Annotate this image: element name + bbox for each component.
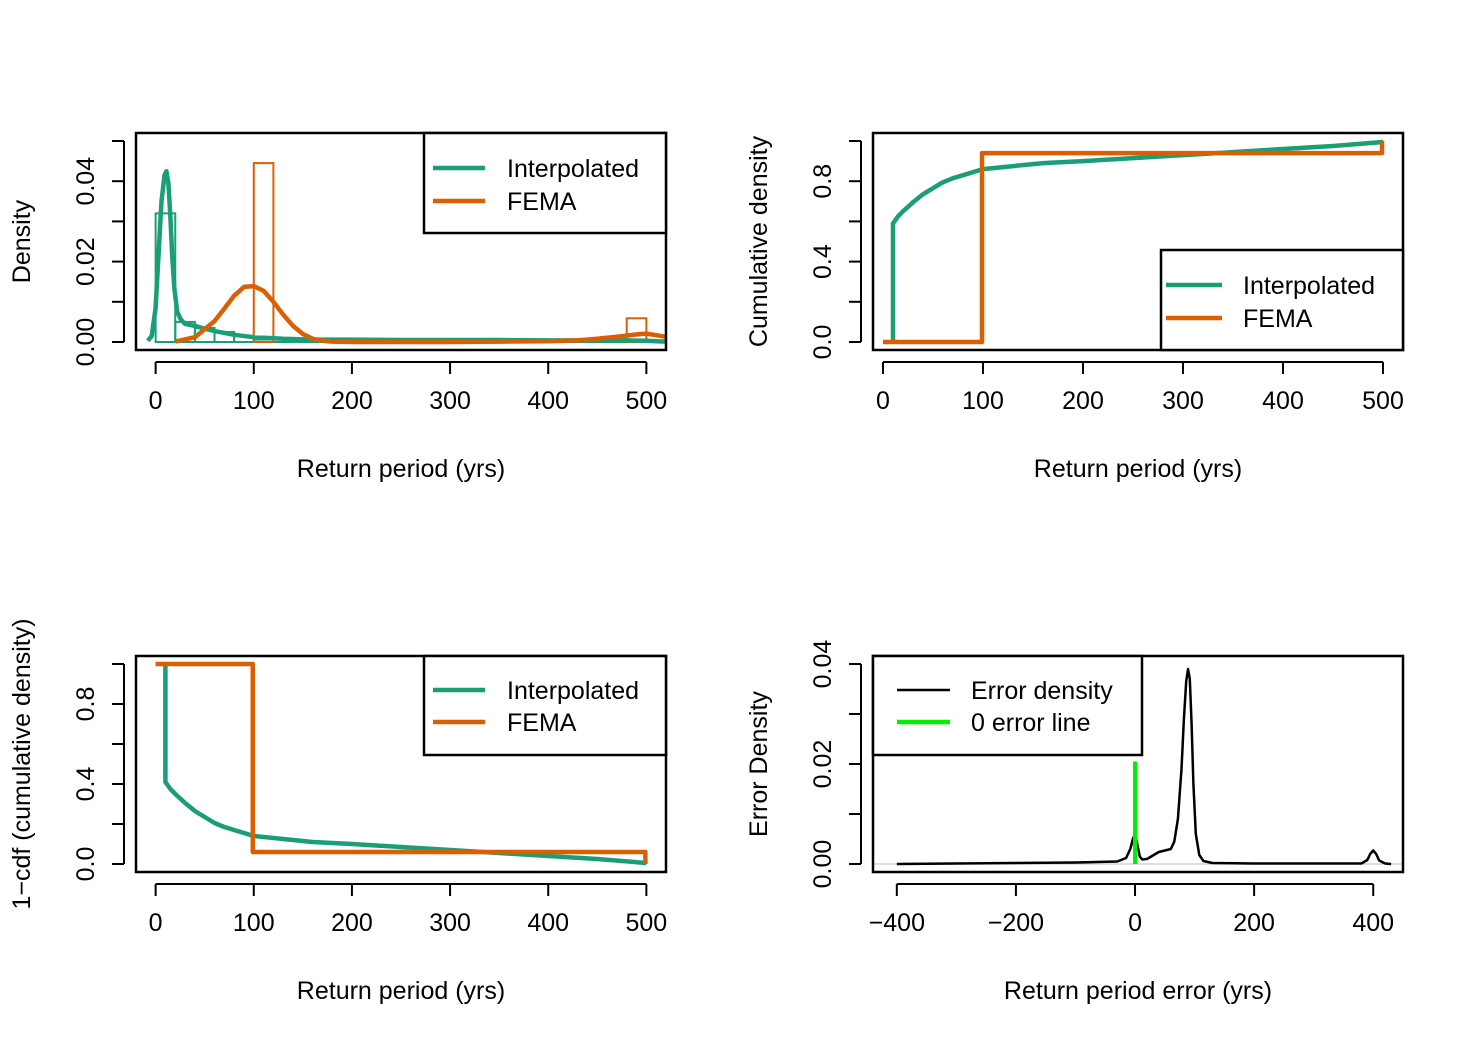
legend-box bbox=[422, 654, 668, 757]
legend-label: 0 error line bbox=[971, 709, 1091, 737]
series-line-error-density bbox=[896, 667, 1392, 866]
plot-frame bbox=[871, 131, 1405, 352]
x-tick-label: 0 bbox=[149, 387, 163, 415]
x-tick-label: 300 bbox=[429, 387, 471, 415]
series-line-fema bbox=[155, 661, 648, 864]
x-tick-label: 200 bbox=[331, 909, 373, 937]
x-tick-label: 400 bbox=[527, 387, 569, 415]
x-tick-label: 400 bbox=[527, 909, 569, 937]
x-axis-label: Return period error (yrs) bbox=[1004, 977, 1272, 1005]
y-tick-label: 0.04 bbox=[72, 157, 100, 206]
series-line-fema bbox=[174, 283, 667, 345]
x-tick-label: 200 bbox=[331, 387, 373, 415]
y-axis-label: Density bbox=[8, 199, 36, 283]
legend-label: FEMA bbox=[507, 188, 577, 216]
legend-label: Interpolated bbox=[507, 677, 639, 705]
density-panel: 0 100 200 300 400 500 0.00 0.02 0.04 Return perio… bbox=[8, 131, 668, 483]
y-tick-label: 0.4 bbox=[72, 767, 100, 802]
x-tick-label: −200 bbox=[988, 909, 1044, 937]
y-tick-label: 0.0 bbox=[809, 325, 837, 360]
x-tick-label: 400 bbox=[1352, 909, 1394, 937]
x-tick-label: 300 bbox=[1162, 387, 1204, 415]
legend-box bbox=[422, 131, 668, 235]
y-axis-label: Error Density bbox=[745, 691, 773, 837]
x-tick-label: −400 bbox=[869, 909, 925, 937]
y-tick-label: 0.8 bbox=[72, 687, 100, 722]
legend-label: Interpolated bbox=[507, 155, 639, 183]
y-axis-label: 1−cdf (cumulative density) bbox=[8, 618, 36, 909]
y-tick-label: 0.4 bbox=[809, 244, 837, 279]
exceedance-panel: 0 100 200 300 400 500 0.0 0.4 0.8 Return period (… bbox=[8, 618, 668, 1005]
x-tick-label: 0 bbox=[1128, 909, 1142, 937]
x-tick-label: 100 bbox=[233, 387, 275, 415]
y-tick-label: 0.02 bbox=[809, 740, 837, 789]
y-tick-label: 0.00 bbox=[809, 840, 837, 889]
x-tick-label: 100 bbox=[233, 909, 275, 937]
error-density-panel: −400 −200 0 200 400 0.00 0.02 0.04 Return period… bbox=[745, 640, 1405, 1005]
x-tick-label: 300 bbox=[429, 909, 471, 937]
x-tick-label: 200 bbox=[1062, 387, 1104, 415]
legend-box bbox=[871, 654, 1144, 757]
x-axis-label: Return period (yrs) bbox=[1034, 455, 1242, 483]
series-line-fema bbox=[883, 141, 1385, 345]
legend-box bbox=[1159, 248, 1405, 352]
x-axis-label: Return period (yrs) bbox=[297, 455, 505, 483]
y-tick-label: 0.04 bbox=[809, 640, 837, 689]
legend-label: FEMA bbox=[507, 709, 577, 737]
x-tick-label: 0 bbox=[876, 387, 890, 415]
y-tick-label: 0.8 bbox=[809, 164, 837, 199]
cdf-panel: 0 100 200 300 400 500 0.0 0.4 0.8 Return period (… bbox=[745, 131, 1405, 483]
legend-label: Interpolated bbox=[1243, 272, 1375, 300]
x-tick-label: 100 bbox=[962, 387, 1004, 415]
legend-label: Error density bbox=[971, 677, 1113, 705]
legend-label: FEMA bbox=[1243, 305, 1313, 333]
y-tick-label: 0.00 bbox=[72, 318, 100, 367]
x-tick-label: 500 bbox=[626, 387, 668, 415]
y-axis-label: Cumulative density bbox=[745, 135, 773, 347]
x-tick-label: 500 bbox=[1362, 387, 1404, 415]
x-tick-label: 0 bbox=[149, 909, 163, 937]
y-tick-label: 0.0 bbox=[72, 847, 100, 882]
plot-frame bbox=[134, 654, 668, 874]
plot-frame bbox=[134, 131, 668, 352]
x-tick-label: 200 bbox=[1233, 909, 1275, 937]
x-tick-label: 500 bbox=[626, 909, 668, 937]
x-axis-label: Return period (yrs) bbox=[297, 977, 505, 1005]
y-tick-label: 0.02 bbox=[72, 237, 100, 286]
x-tick-label: 400 bbox=[1262, 387, 1304, 415]
histogram-bar-fema bbox=[252, 162, 275, 343]
